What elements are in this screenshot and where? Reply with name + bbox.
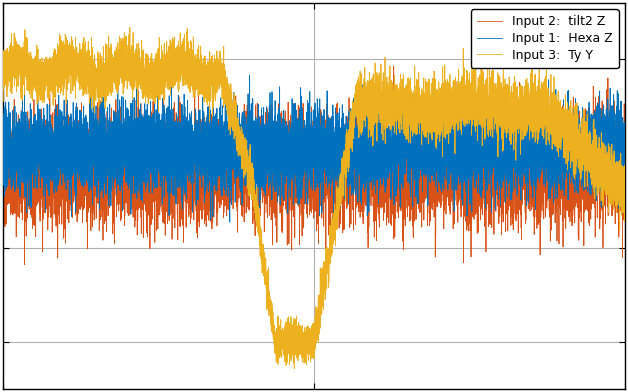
Input 2:  tilt2 Z: (0, -0.189): tilt2 Z: (0, -0.189): [0, 169, 6, 174]
Line: Input 2:  tilt2 Z: Input 2: tilt2 Z: [3, 66, 625, 265]
Input 2:  tilt2 Z: (0.947, 0.155): tilt2 Z: (0.947, 0.155): [588, 136, 596, 141]
Legend: Input 2:  tilt2 Z, Input 1:  Hexa Z, Input 3:  Ty Y: Input 2: tilt2 Z, Input 1: Hexa Z, Input…: [471, 9, 619, 68]
Input 1:  Hexa Z: (0.158, 0.873): Hexa Z: (0.158, 0.873): [97, 69, 105, 74]
Input 2:  tilt2 Z: (0.0045, -0.147): tilt2 Z: (0.0045, -0.147): [2, 165, 9, 170]
Input 2:  tilt2 Z: (0.035, -1.18): tilt2 Z: (0.035, -1.18): [21, 262, 28, 267]
Input 2:  tilt2 Z: (0.628, 0.928): tilt2 Z: (0.628, 0.928): [390, 64, 398, 69]
Input 2:  tilt2 Z: (0.489, 0.345): tilt2 Z: (0.489, 0.345): [303, 119, 311, 123]
Input 3:  Ty Y: (0.196, 0.982): Ty Y: (0.196, 0.982): [121, 59, 129, 64]
Input 2:  tilt2 Z: (0.196, 0.161): tilt2 Z: (0.196, 0.161): [121, 136, 129, 141]
Input 1:  Hexa Z: (0.0045, -0.347): Hexa Z: (0.0045, -0.347): [2, 184, 9, 189]
Input 3:  Ty Y: (0.0045, 0.769): Ty Y: (0.0045, 0.769): [2, 79, 9, 83]
Input 1:  Hexa Z: (0.0414, 0.0211): Hexa Z: (0.0414, 0.0211): [24, 149, 32, 154]
Input 3:  Ty Y: (0.0598, 0.757): Ty Y: (0.0598, 0.757): [36, 80, 44, 85]
Input 1:  Hexa Z: (0.0598, 0.469): Hexa Z: (0.0598, 0.469): [36, 107, 44, 112]
Input 1:  Hexa Z: (0, 0.422): Hexa Z: (0, 0.422): [0, 111, 6, 116]
Input 3:  Ty Y: (0.0414, 0.817): Ty Y: (0.0414, 0.817): [24, 74, 32, 79]
Input 3:  Ty Y: (0.489, -1.89): Ty Y: (0.489, -1.89): [303, 330, 311, 334]
Line: Input 3:  Ty Y: Input 3: Ty Y: [3, 27, 625, 369]
Input 1:  Hexa Z: (0.196, 0.256): Hexa Z: (0.196, 0.256): [121, 127, 129, 132]
Input 3:  Ty Y: (0.468, -2.28): Ty Y: (0.468, -2.28): [291, 367, 298, 371]
Input 1:  Hexa Z: (0.489, -0.198): Hexa Z: (0.489, -0.198): [303, 170, 311, 175]
Input 1:  Hexa Z: (1, -0.238): Hexa Z: (1, -0.238): [622, 174, 628, 178]
Input 2:  tilt2 Z: (1, -0.245): tilt2 Z: (1, -0.245): [622, 174, 628, 179]
Input 2:  tilt2 Z: (0.0599, -0.719): tilt2 Z: (0.0599, -0.719): [36, 219, 44, 224]
Input 3:  Ty Y: (0.204, 1.34): Ty Y: (0.204, 1.34): [126, 25, 134, 30]
Line: Input 1:  Hexa Z: Input 1: Hexa Z: [3, 71, 625, 222]
Input 1:  Hexa Z: (0.947, 0.309): Hexa Z: (0.947, 0.309): [588, 122, 596, 127]
Input 1:  Hexa Z: (0.365, -0.728): Hexa Z: (0.365, -0.728): [226, 220, 234, 225]
Input 2:  tilt2 Z: (0.0415, -0.528): tilt2 Z: (0.0415, -0.528): [25, 201, 33, 206]
Input 3:  Ty Y: (1, -0.409): Ty Y: (1, -0.409): [622, 190, 628, 194]
Input 3:  Ty Y: (0.947, -0.0508): Ty Y: (0.947, -0.0508): [588, 156, 596, 161]
Input 3:  Ty Y: (0, 0.737): Ty Y: (0, 0.737): [0, 82, 6, 87]
